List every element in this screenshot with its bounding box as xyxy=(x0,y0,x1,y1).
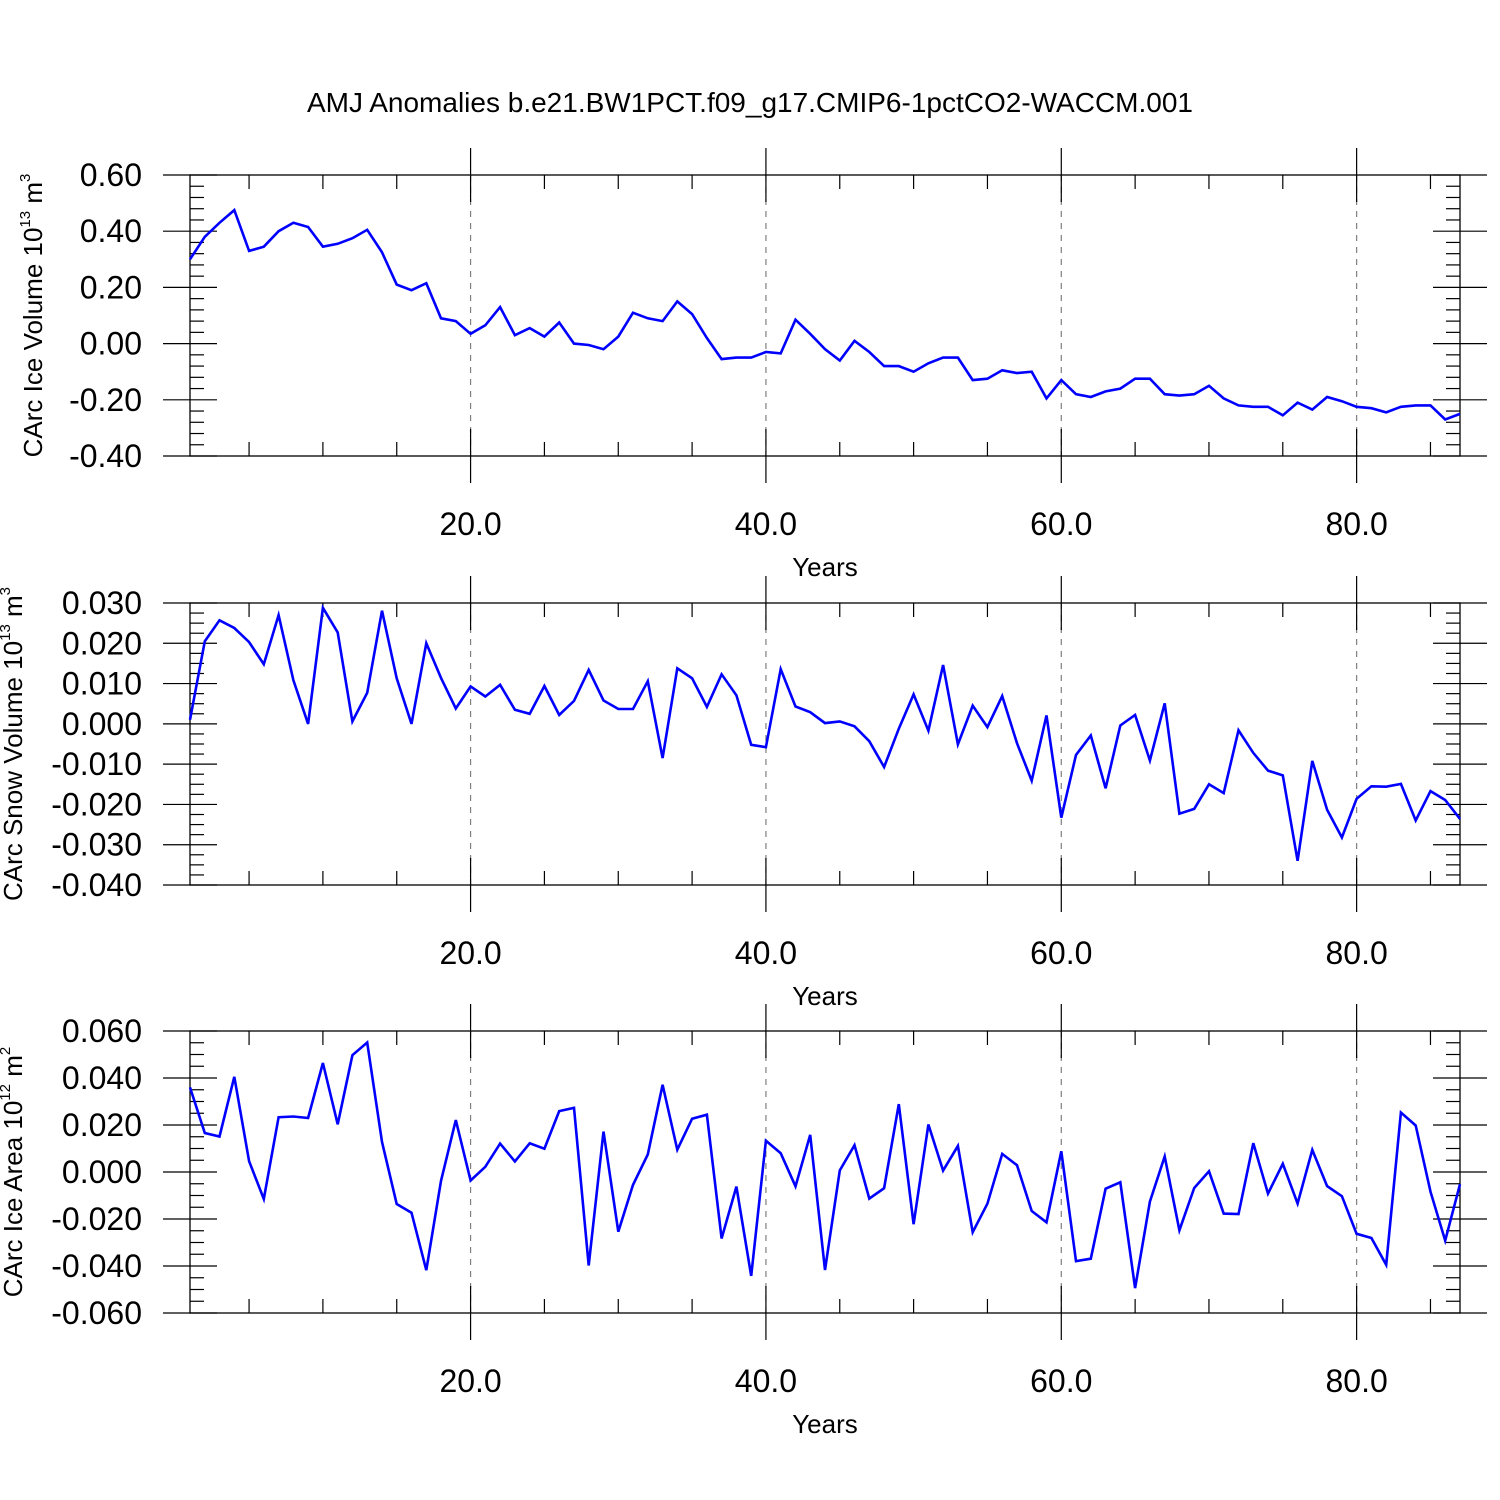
chart-title: AMJ Anomalies b.e21.BW1PCT.f09_g17.CMIP6… xyxy=(307,87,1193,118)
panel-2-ytick-label-5: -0.020 xyxy=(51,786,142,822)
panel-2-ytick-label-1: 0.020 xyxy=(62,625,142,661)
panel-2-ytick-label-3: 0.000 xyxy=(62,706,142,742)
panel-3-xtick-label-1: 40.0 xyxy=(735,1363,797,1399)
panel-3-xtick-label-2: 60.0 xyxy=(1030,1363,1092,1399)
panel-3-plot-frame xyxy=(189,1030,1461,1314)
panel-3-xtick-label-3: 80.0 xyxy=(1325,1363,1387,1399)
panel-3-ytick-label-4: -0.020 xyxy=(51,1201,142,1237)
panel-3-ytick-label-1: 0.040 xyxy=(62,1060,142,1096)
panel-2-ytick-label-4: -0.010 xyxy=(51,746,142,782)
panel-1-ytick-label-1: 0.40 xyxy=(80,213,142,249)
panel-3-ytick-label-0: 0.060 xyxy=(62,1013,142,1049)
panel-3-series-line xyxy=(188,1039,1462,1289)
panel-3-ytick-label-5: -0.040 xyxy=(51,1248,142,1284)
panel-2-xtick-label-1: 40.0 xyxy=(735,935,797,971)
panel-1-series-line xyxy=(188,207,1461,422)
panel-2-x-axis-label: Years xyxy=(792,981,858,1011)
panel-1-xtick-label-2: 60.0 xyxy=(1030,506,1092,542)
panel-3-xtick-label-0: 20.0 xyxy=(439,1363,501,1399)
panel-3-ytick-label-6: -0.060 xyxy=(51,1295,142,1331)
panel-3-ytick-label-3: 0.000 xyxy=(62,1154,142,1190)
panel-2: 0.030 0.020 0.010 0.000 -0.010 -0.020 -0.030 -0… xyxy=(0,576,1487,1011)
panel-1-x-axis-label: Years xyxy=(792,552,858,582)
panel-1-xtick-label-0: 20.0 xyxy=(439,506,501,542)
panel-2-xtick-label-2: 60.0 xyxy=(1030,935,1092,971)
panel-2-series-line xyxy=(188,603,1462,862)
panel-1-y-axis-label: CArc Ice Volume 1013 m3 xyxy=(17,174,48,458)
panel-3-x-axis-label: Years xyxy=(792,1409,858,1439)
panel-3-y-axis-label: CArc Ice Area 1012 m2 xyxy=(0,1047,28,1297)
panel-2-y-axis-label: CArc Snow Volume 1013 m3 xyxy=(0,587,28,901)
panel-1-ytick-label-2: 0.20 xyxy=(80,269,142,305)
panel-1: 0.60 0.40 0.20 0.00 -0.20 -0.40 20.0 40.0 60.0 80… xyxy=(17,148,1487,582)
panel-1-ytick-label-5: -0.40 xyxy=(69,438,142,474)
panel-2-xtick-label-3: 80.0 xyxy=(1325,935,1387,971)
panel-2-ytick-label-2: 0.010 xyxy=(62,666,142,702)
panel-1-ytick-label-0: 0.60 xyxy=(80,157,142,193)
panel-2-xtick-label-0: 20.0 xyxy=(439,935,501,971)
panel-3-ytick-label-2: 0.020 xyxy=(62,1107,142,1143)
panel-1-ytick-label-3: 0.00 xyxy=(80,326,142,362)
panel-1-xtick-label-3: 80.0 xyxy=(1325,506,1387,542)
panel-2-ytick-label-7: -0.040 xyxy=(51,867,142,903)
panel-1-xtick-label-1: 40.0 xyxy=(735,506,797,542)
panel-3: 0.060 0.040 0.020 0.000 -0.020 -0.040 -0.060 20… xyxy=(0,1004,1487,1439)
panel-1-ytick-label-4: -0.20 xyxy=(69,382,142,418)
panel-2-plot-frame xyxy=(189,602,1461,886)
panel-2-ytick-label-0: 0.030 xyxy=(62,585,142,621)
panel-2-ytick-label-6: -0.030 xyxy=(51,827,142,863)
panel-1-plot-frame xyxy=(189,174,1461,457)
